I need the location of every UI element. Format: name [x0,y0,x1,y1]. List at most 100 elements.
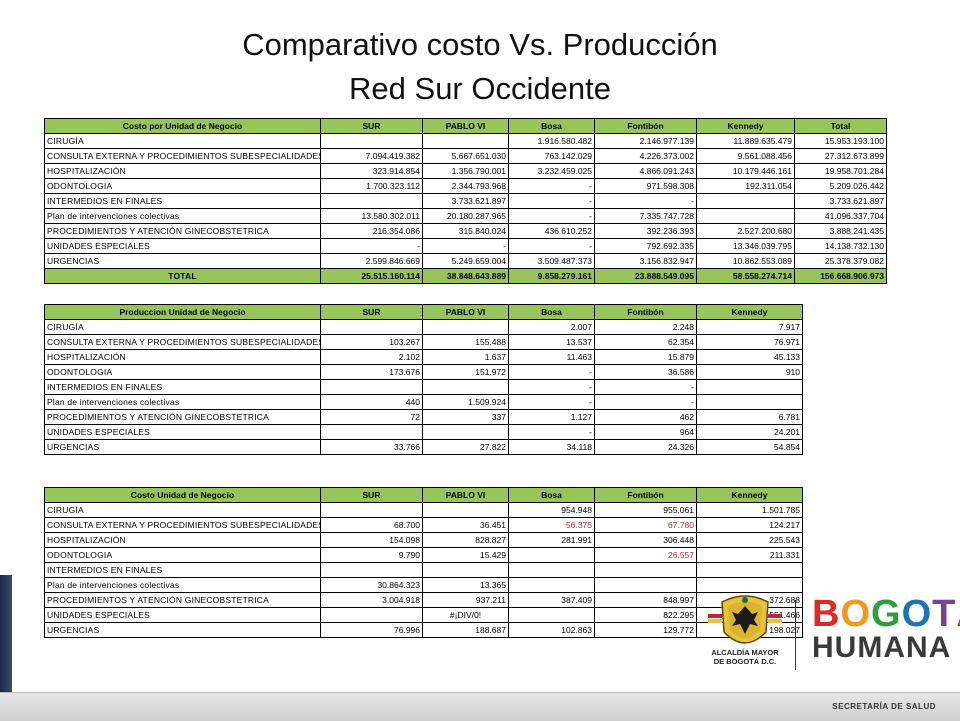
total-row: TOTAL 25.515.160.114 38.848.643.889 9.858.2… [44,268,887,284]
row-label: INTERMEDIOS EN FINALES [44,193,321,209]
column-header: PABLO VI [422,304,509,320]
table-cell: 387.409 [508,592,595,608]
table-cell [508,562,595,578]
table-cell: 13.365 [422,577,509,593]
row-label: HOSPITALIZACIÓN [44,532,321,548]
table-cell: - [422,238,509,254]
table-cell [320,562,423,578]
row-label: CONSULTA EXTERNA Y PROCEDIMIENTOS SUBESP… [44,148,321,164]
table-cell: 971.598.308 [594,178,697,194]
row-label: CIRUGÍA [44,502,321,518]
row-label: CONSULTA EXTERNA Y PROCEDIMIENTOS SUBESP… [44,334,321,350]
table-row: CIRUGÍA 2.007 2.248 7.917 [44,319,803,335]
row-label: UNIDADES ESPECIALES [44,607,321,623]
table-cell: 129.772 [594,622,697,638]
bogota-letter: O [840,593,872,635]
row-label: ODONTOLOGIA [44,547,321,563]
column-header: Fontibón [594,304,697,320]
table-cell: 30.864.323 [320,577,423,593]
table-cell [508,547,595,563]
table-cell: 462 [594,409,697,425]
column-header: SUR [320,118,423,134]
table-cell: 151.972 [422,364,509,380]
table-row: ODONTOLOGIA 9.790 15.429 26.557 211.331 [44,547,803,563]
row-label: Plan de intervenciones colectivas [44,394,321,410]
table-cell: 1.127 [508,409,595,425]
row-label: Plan de intervenciones colectivas [44,577,321,593]
total-cell: 58.558.274.714 [696,268,795,284]
table-cell [422,133,509,149]
table-row: ODONTOLOGIA 1.700.323.112 2.344.793.968-97… [44,178,887,194]
table-cell [422,502,509,518]
column-header: Kennedy [696,487,803,503]
table-row: UNIDADES ESPECIALES - - -792.692.335 13.346.… [44,238,887,254]
table-row: UNIDADES ESPECIALES #¡DIV/0! 822.295 551.46… [44,607,803,623]
table-row: Plan de intervenciones colectivas 440 1.50… [44,394,803,410]
table-cell: 1.700.323.112 [320,178,423,194]
table-cell [320,133,423,149]
table-cell: - [508,379,595,395]
table-cell [594,577,697,593]
table-cell: - [508,193,595,209]
table-cell: 2.527.200.680 [696,223,795,239]
row-label: HOSPITALIZACIÓN [44,163,321,179]
column-header: PABLO VI [422,487,509,503]
table-cell: 2.599.846.669 [320,253,423,269]
table-row: CONSULTA EXTERNA Y PROCEDIMIENTOS SUBESP… [44,148,887,164]
table-cell [696,577,803,593]
table-cell: 45.133 [696,349,803,365]
table-row: Plan de intervenciones colectivas 13.580.… [44,208,887,224]
table-cell: 9.561.088.456 [696,148,795,164]
table-cell: 7.094.419.382 [320,148,423,164]
column-header: SUR [320,487,423,503]
table-cell: - [594,193,697,209]
table-cell: 3.888.241.435 [794,223,887,239]
table-cell: - [508,208,595,224]
table-row: CONSULTA EXTERNA Y PROCEDIMIENTOS SUBESP… [44,517,803,533]
table-cell: 5.249.659.004 [422,253,509,269]
table-row: PROCEDIMIENTOS Y ATENCIÓN GINECOBSTETRIC… [44,592,803,608]
table-cell: 7.335.747.728 [594,208,697,224]
row-label: CIRUGÍA [44,133,321,149]
table-cell: 440 [320,394,423,410]
table-row: INTERMEDIOS EN FINALES 3.733.621.897- -3.7… [44,193,887,209]
total-cell: 156.668.906.973 [794,268,887,284]
table-row: HOSPITALIZACIÓN 323.914.854 1.356.790.001 3… [44,163,887,179]
table-cell [320,193,423,209]
table-cell: 323.914.854 [320,163,423,179]
column-header: Total [794,118,887,134]
table-header-row: Produccion Unidad de Negocio SUR PABLO VI B… [44,304,803,320]
table-row: URGENCIAS 76.996 188.687 102.863 129.772 198.… [44,622,803,638]
bogota-coat-of-arms-icon [708,595,782,644]
table-cell: 103.267 [320,334,423,350]
table-row: CIRUGÍA 954.948 955.061 1.501.785 [44,502,803,518]
table-cell [320,607,423,623]
table-cell: 36.586 [594,364,697,380]
table-cell: - [320,238,423,254]
row-label: URGENCIAS [44,622,321,638]
table-cell: 41.096.337.704 [794,208,887,224]
table-cell: 13.346.039.795 [696,238,795,254]
table-row: ODONTOLOGIA 173.676 151.972-36.586 910 [44,364,803,380]
table-cell: 14.138.732.130 [794,238,887,254]
column-header: Fontibón [594,118,697,134]
table-cell: 225.543 [696,532,803,548]
table-cell: 25.378.379.082 [794,253,887,269]
table-cell: 436.610.252 [508,223,595,239]
table-cell: 192.311.054 [696,178,795,194]
column-header: Bosa [508,304,595,320]
table-cell: 10.862.553.089 [696,253,795,269]
table-cell [696,208,795,224]
table-row: CIRUGÍA 1.916.580.482 2.146.977.139 11.889.… [44,133,887,149]
table-cell: 5.209.026.442 [794,178,887,194]
table-cell: 36.451 [422,517,509,533]
table-cell: 315.840.024 [422,223,509,239]
table-cell: 15.953.193.100 [794,133,887,149]
humana-logo-text: HUMANA [812,631,952,664]
table-row: HOSPITALIZACIÓN 2.102 1.637 11.463 15.879 45.… [44,349,803,365]
table-cell: - [594,379,697,395]
bogota-logo-text: BOGOTÁ [812,594,960,634]
row-label: UNIDADES ESPECIALES [44,238,321,254]
table-row: URGENCIAS 2.599.846.669 5.249.659.004 3.509… [44,253,887,269]
table-cell: 3.509.487.373 [508,253,595,269]
